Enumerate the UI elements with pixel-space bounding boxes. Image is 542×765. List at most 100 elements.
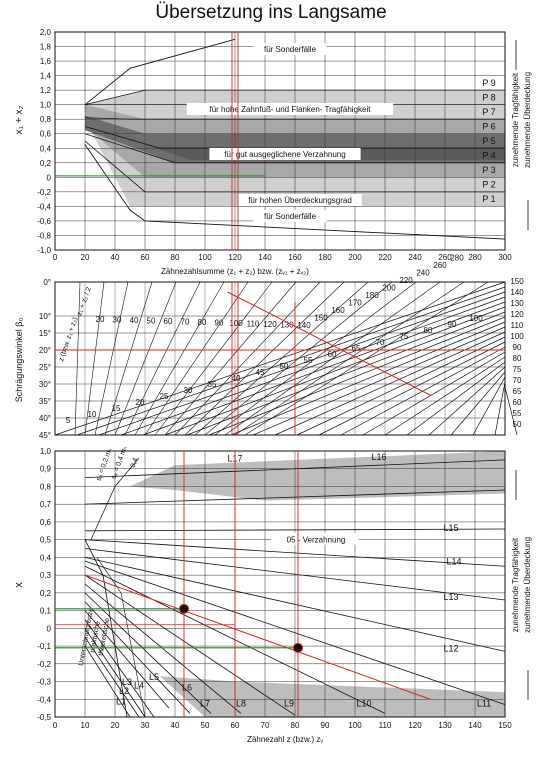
construction-line [154,281,273,436]
annotation-label: für gut ausgeglichene Verzahnung [224,150,345,159]
lower-scale-label: 50 [280,362,289,371]
zone-label: P 3 [482,165,495,175]
L-line [84,557,506,652]
construction-line [54,281,506,436]
L-line-label: L8 [236,698,246,708]
inner-scale-label: 170 [348,299,362,308]
lower-scale-label: 35 [208,380,217,389]
L-line [84,548,506,601]
angle-axis-label: Schrägungswinkel β₀ [14,318,24,403]
x-tick-label: 20 [111,721,120,730]
construction-line [224,281,441,436]
x-tick-label: 140 [258,253,272,262]
reading-line-red [84,574,431,700]
y-tick-label: 1,4 [40,72,52,81]
angle-tick-label: 45° [39,431,51,440]
y-tick-label: 0,4 [40,553,52,562]
L-line-label: L1 [116,697,126,707]
x-tick-label: 220 [378,253,392,262]
boundary-curve [84,144,506,240]
L-line-label: L10 [356,698,371,708]
y-tick-label: 0 [47,624,52,633]
inner-scale-label: 50 [147,317,156,326]
annotation-label: 05 - Verzahnung [287,536,346,545]
L-line [84,610,170,709]
x-tick-label: 10 [81,721,90,730]
right-scale-label: 75 [513,365,522,374]
x-tick-label: 120 [408,721,422,730]
right-scale-label: 130 [510,299,524,308]
construction-line [134,281,225,436]
limit-curve [90,457,140,540]
inner-scale-label: 110 [247,320,260,329]
lower-scale-label: 70 [376,338,385,347]
x-tick-label: 180 [318,253,332,262]
y-tick-label: 1,2 [40,86,52,95]
right-scale-label: 55 [513,409,522,418]
zone-label: P 7 [482,107,495,117]
annotation-bg [271,532,359,545]
annotation-label: für hohe Zahnfuß- und Flanken- Tragfähig… [210,105,372,114]
construction-line [76,286,506,436]
construction-line [114,281,177,436]
inner-scale-label: 150 [314,314,328,323]
angle-tick-label: 0° [43,278,51,287]
L-line [84,459,506,478]
lower-scale-label: 55 [304,356,313,365]
y-tick-label: 0,3 [40,571,52,580]
y-tick-label: 0,6 [40,518,52,527]
x-tick-label: 40 [111,253,120,262]
reading-line-red [227,291,431,396]
L-line-label: L12 [443,643,458,653]
construction-line [214,281,417,436]
x-tick-label: 150 [498,721,512,730]
L-line [84,645,131,718]
inner-scale-label: 120 [263,320,277,329]
construction-line [144,281,249,436]
angle-tick-label: 30° [39,380,51,389]
shaded-region-top [130,451,505,501]
L-line-label: L16 [371,452,386,462]
chart-title: Übersetzung ins Langsame [155,2,387,23]
construction-line [318,341,506,436]
construction-line [124,281,201,436]
y-tick-label: 0,2 [40,159,52,168]
construction-line [406,361,506,436]
right-label: zunehmende Tragfähigkeit [511,537,520,632]
lower-scale-label: 30 [184,386,193,395]
y-tick-label: 0,1 [40,607,52,616]
L-line [84,601,191,714]
inner-scale-label: 260 [433,261,447,270]
y-tick-label: -0,2 [37,660,51,669]
lower-scale-label: 20 [136,398,145,407]
y-tick-label: -1,0 [37,246,51,255]
limit-curve [84,539,128,718]
right-scale-label: 50 [513,420,522,429]
L-line [84,628,146,718]
lower-scale-label: 100 [469,314,483,323]
x-axis-label: Zähnezahlsumme (z₁ + z₂) bzw. (zᵥ₁ + zᵥ₂… [161,267,309,276]
boundary-curve [84,38,236,106]
inner-scale-label: 130 [280,321,294,330]
inner-scale-label: 240 [416,269,430,278]
right-label: zunehmende Tragfähigkeit [511,72,520,167]
y-axis-label: x [13,582,25,588]
L-line-label: L6 [182,682,192,692]
lower-scale-label: 75 [400,332,409,341]
right-scale-label: 100 [510,332,524,341]
lower-scale-label: 25 [160,392,169,401]
construction-line [274,331,506,436]
lower-scale-label: 5 [66,416,71,425]
x-tick-label: 140 [468,721,482,730]
x-tick-label: 30 [141,721,150,730]
lower-scale-label: 15 [112,404,121,413]
y-tick-label: -0,3 [37,678,51,687]
angle-tick-label: 35° [39,397,51,406]
x-tick-label: 90 [321,721,330,730]
y-tick-label: 0 [47,173,52,182]
L-line-label: L15 [443,523,458,533]
zone-label: P 1 [482,194,495,204]
lower-scale-label: 65 [352,344,361,353]
y-tick-label: -0,6 [37,217,51,226]
